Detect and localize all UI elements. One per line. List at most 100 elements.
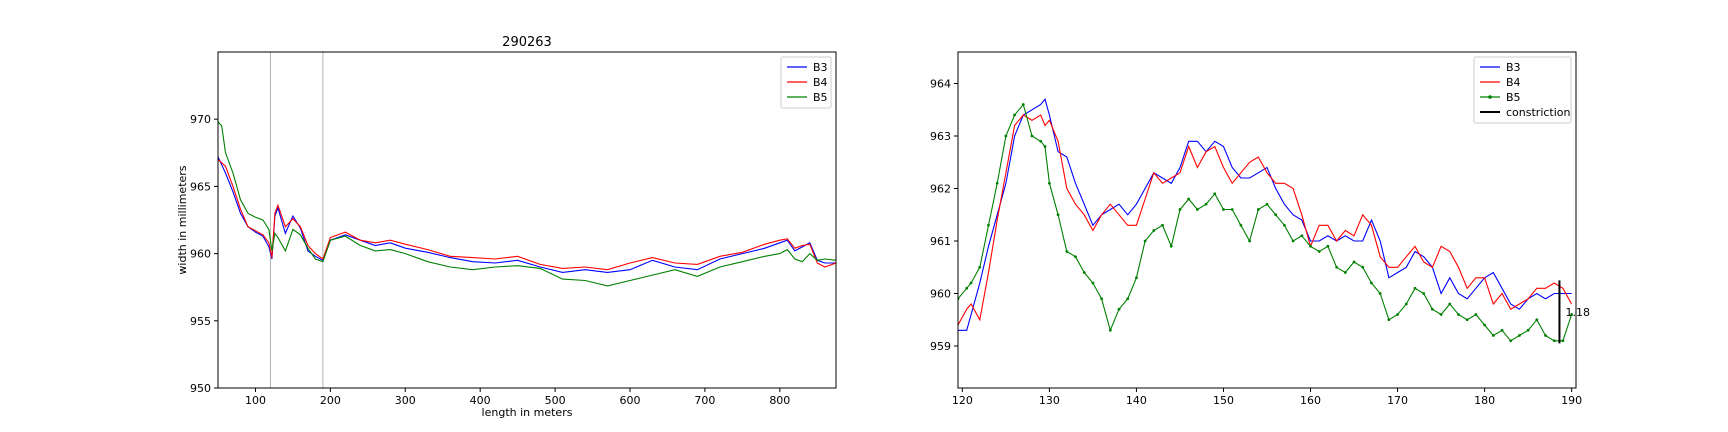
- chart-1: 290263 length in meters width in millimete…: [176, 35, 837, 419]
- series-point-b5: [1352, 260, 1356, 264]
- series-point-b5: [1378, 292, 1382, 295]
- x-tick-label: 140: [1126, 394, 1147, 407]
- plot-area: [958, 98, 1574, 343]
- x-axis-label: length in meters: [482, 406, 573, 419]
- legend-label-B3: B3: [1506, 61, 1521, 74]
- x-tick-label: 130: [1039, 394, 1060, 407]
- series-point-b5: [969, 281, 973, 285]
- series-point-b5: [1021, 103, 1025, 106]
- x-tick-label: 400: [470, 394, 491, 407]
- legend-label-B5: B5: [1506, 91, 1521, 104]
- series-point-b5: [1074, 255, 1077, 259]
- series-point-b5: [1047, 181, 1051, 185]
- x-tick-label: 700: [694, 394, 715, 407]
- series-point-b5: [1526, 328, 1530, 332]
- series-point-b5: [987, 223, 990, 227]
- series-point-b5: [1474, 313, 1478, 316]
- series-point-b5: [1030, 134, 1034, 138]
- series-point-b5: [1204, 202, 1208, 206]
- series-point-b5: [1091, 281, 1095, 285]
- series-point-b5: [1509, 339, 1513, 343]
- series-point-b5: [1043, 145, 1047, 148]
- x-tick-label: 170: [1387, 394, 1408, 407]
- series-point-b5: [1361, 265, 1365, 269]
- series-point-b5: [1535, 318, 1539, 322]
- series-point-b5: [1552, 339, 1556, 343]
- series-point-b5: [1465, 318, 1469, 322]
- series-point-b5: [1518, 334, 1521, 337]
- series-point-b5: [1317, 250, 1321, 253]
- series-point-b5: [1135, 276, 1138, 280]
- y-tick-label: 970: [190, 113, 211, 126]
- series-point-b5: [1213, 192, 1217, 196]
- series-line-b5: [218, 121, 836, 287]
- series-point-b5: [1013, 113, 1016, 117]
- series-point-b5: [1439, 313, 1443, 316]
- series-point-b5: [1117, 307, 1121, 311]
- series-point-b5: [1422, 292, 1426, 295]
- series-point-b5: [1004, 134, 1008, 138]
- series-point-b5: [1056, 213, 1060, 217]
- y-tick-label: 965: [190, 180, 211, 193]
- series-line-b5: [958, 103, 1573, 342]
- y-tick-label: 955: [190, 315, 211, 328]
- series-point-b5: [1100, 297, 1104, 301]
- series-point-b5: [1126, 297, 1130, 301]
- series-point-b5: [1265, 202, 1269, 206]
- series-point-b5: [1387, 318, 1391, 322]
- series-point-b5: [978, 265, 982, 269]
- series-point-b5: [995, 181, 999, 185]
- series-point-b5: [1256, 208, 1260, 211]
- series-point-b5: [1230, 208, 1234, 211]
- series-point-b5: [1274, 213, 1278, 217]
- series-point-b5: [1065, 250, 1069, 253]
- series-point-b5: [1448, 302, 1452, 306]
- series-point-b5: [1457, 313, 1460, 316]
- x-tick-label: 180: [1474, 394, 1495, 407]
- series-point-b5: [1169, 244, 1173, 248]
- series-point-b5: [1396, 313, 1399, 316]
- x-tick-label: 800: [769, 394, 790, 407]
- constriction-label: 1.18: [1565, 306, 1590, 319]
- y-tick-label: 964: [930, 78, 951, 91]
- y-tick-label: 963: [930, 130, 951, 143]
- x-tick-label: 190: [1561, 394, 1582, 407]
- series-point-b5: [1544, 334, 1547, 337]
- series-point-b5: [1178, 208, 1182, 211]
- legend-label-B4: B4: [813, 76, 828, 89]
- y-tick-label: 959: [930, 340, 951, 353]
- series-point-b5: [1187, 197, 1191, 201]
- series-point-b5: [1491, 334, 1495, 337]
- legend-marker-B5: [1488, 95, 1492, 99]
- series-line-b4: [958, 114, 1573, 326]
- series-point-b5: [1195, 208, 1199, 211]
- series-point-b5: [1309, 244, 1312, 248]
- series-point-b5: [1326, 244, 1330, 248]
- series-point-b5: [1291, 239, 1295, 243]
- y-tick-label: 960: [930, 288, 951, 301]
- series-point-b5: [1222, 208, 1225, 211]
- series-point-b5: [1570, 313, 1574, 316]
- y-axis-label: width in millimeters: [176, 165, 189, 274]
- legend-label-constriction: constriction: [1506, 106, 1571, 119]
- series-point-b5: [1161, 223, 1164, 227]
- series-point-b5: [1143, 239, 1147, 243]
- x-tick-label: 300: [395, 394, 416, 407]
- series-point-b5: [1300, 234, 1304, 238]
- series-point-b5: [1413, 286, 1417, 290]
- axes-frame: [217, 51, 837, 389]
- y-tick-label: 961: [930, 235, 951, 248]
- series-line-b3: [218, 156, 836, 273]
- y-tick-label: 962: [930, 183, 951, 196]
- series-point-b5: [1483, 323, 1487, 327]
- legend-label-B3: B3: [813, 61, 828, 74]
- series-point-b5: [1430, 307, 1434, 311]
- series-line-b3: [958, 98, 1572, 331]
- x-tick-label: 600: [620, 394, 641, 407]
- series-line-b4: [218, 159, 836, 271]
- series-point-b5: [1343, 271, 1347, 274]
- series-point-b5: [1500, 328, 1504, 332]
- series-point-b5: [1248, 239, 1251, 243]
- axes-frame: [957, 51, 1577, 389]
- legend-box: [1473, 56, 1572, 124]
